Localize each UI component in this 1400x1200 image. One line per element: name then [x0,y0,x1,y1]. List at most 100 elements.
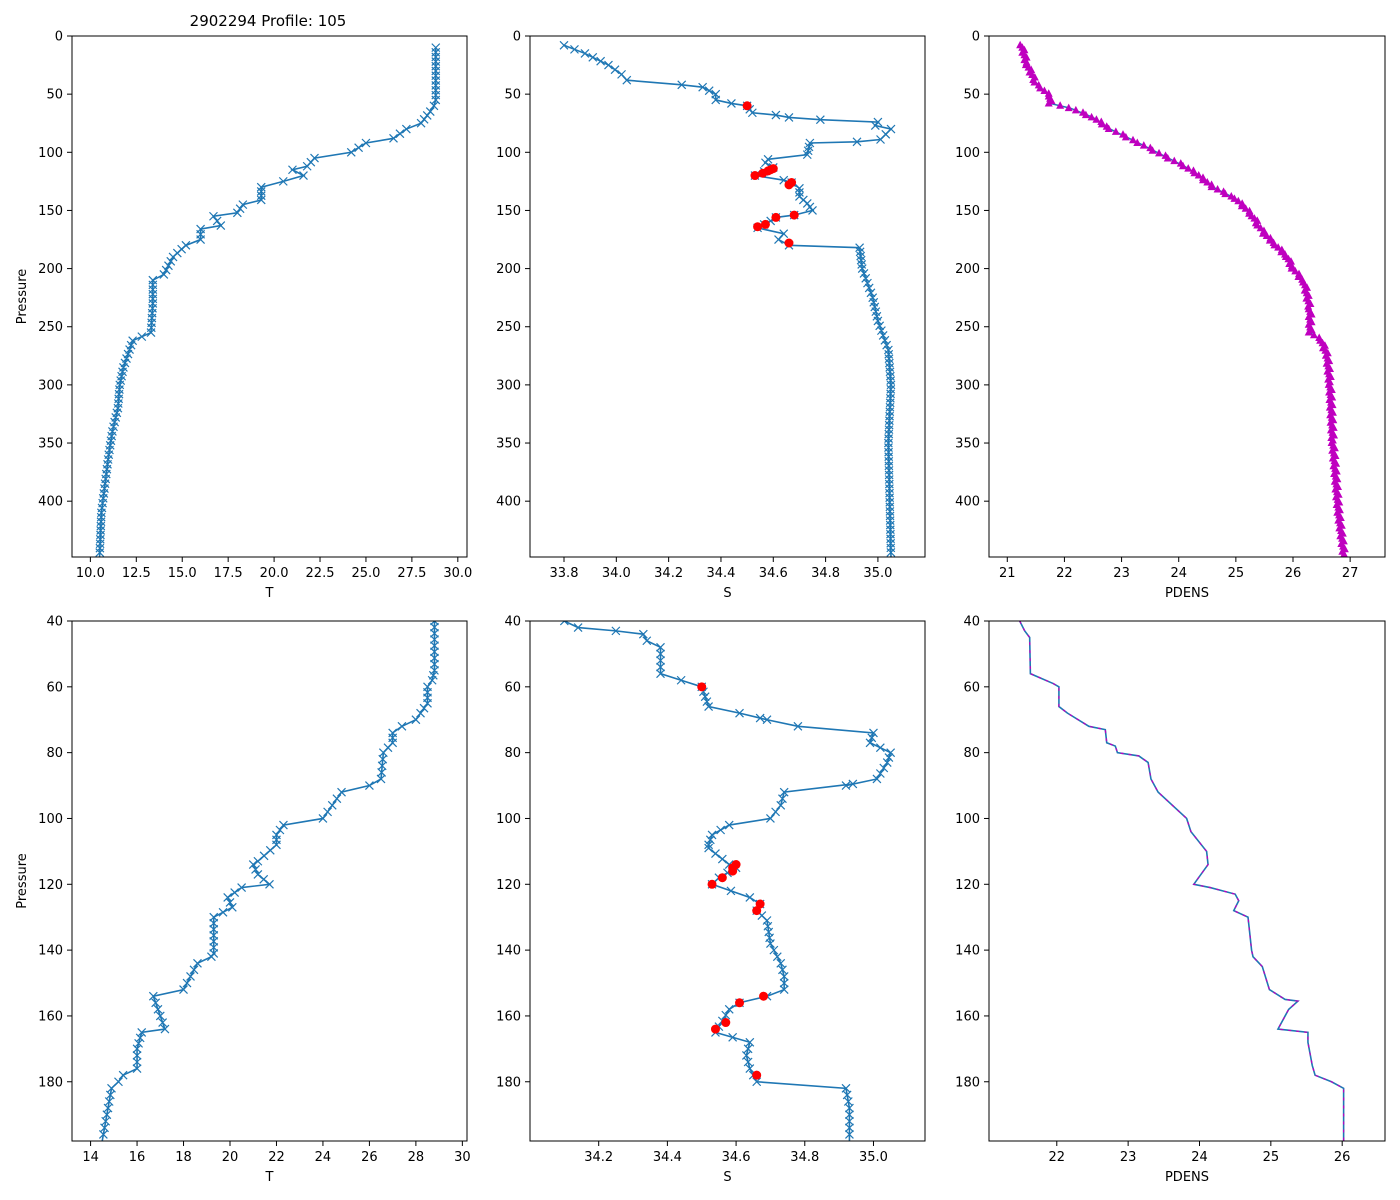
panel-pdens-full: 21 22 23 24 25 26 27 0 50 100 150 200 250 300 350 400 PD… [955,30,1386,601]
x-marker [778,794,787,804]
x-marker [745,1037,755,1047]
x-tick-label: 22 [1049,1150,1066,1165]
y-axis-label: Pressure [15,269,30,325]
x-marker [155,1011,165,1021]
x-marker [401,124,411,134]
x-marker [882,340,892,350]
pdens-marker [1056,101,1065,109]
x-marker [137,332,147,342]
x-tick-label: 14 [82,1150,99,1165]
x-marker [237,883,247,893]
flagged-point [759,991,769,1001]
x-marker [745,1064,755,1074]
x-marker [596,56,606,66]
x-marker [802,150,812,160]
x-marker [218,907,228,917]
x-marker [656,649,665,659]
y-tick-label: 250 [955,320,980,335]
x-marker [656,642,665,652]
y-tick-label: 400 [496,495,521,510]
x-marker [166,256,176,266]
x-marker [248,860,258,869]
x-tick-label: 33.8 [550,566,579,581]
x-axis-label: T [265,586,274,601]
x-tick-label: 24 [1191,1150,1208,1165]
x-axis-label: PDENS [1165,586,1209,601]
x-marker [151,998,161,1008]
y-tick-label: 50 [963,88,980,103]
x-tick-label: 34.8 [790,1150,819,1165]
x-marker [189,965,199,975]
y-tick-label: 100 [955,812,980,827]
x-tick-label: 16 [129,1150,146,1165]
y-tick-label: 200 [955,262,980,277]
x-marker [845,1116,854,1126]
x-marker [721,1010,731,1020]
x-marker [376,774,386,784]
x-marker [604,60,613,70]
x-marker [761,158,770,168]
x-tick-label: 22 [268,1150,285,1165]
x-axis-label: PDENS [1165,1170,1209,1185]
flagged-point [742,101,752,111]
x-marker [869,728,878,738]
y-tick-label: 200 [496,262,521,277]
x-marker [867,733,877,743]
pdens-marker [1121,132,1130,141]
pdens-marker [1241,204,1250,212]
x-tick-label: 34.6 [759,566,788,581]
x-tick-label: 25 [1228,566,1245,581]
x-tick-label: 18 [175,1150,192,1165]
pdens-marker [1030,78,1039,86]
x-marker [866,288,876,298]
plot-area [1016,40,1349,557]
x-marker [332,794,342,804]
x-marker [841,781,851,790]
x-marker [132,1064,142,1074]
x-marker [411,715,421,725]
y-tick-label: 400 [955,495,980,510]
x-marker [423,698,432,708]
x-marker [774,235,783,244]
x-marker [766,814,775,823]
x-tick-label: 22.5 [306,566,335,581]
flagged-point [697,682,707,692]
x-tick-label: 35.0 [859,1150,888,1165]
y-tick-label: 160 [955,1009,980,1024]
x-tick-label: 35.0 [863,566,892,581]
x-marker [743,1057,753,1067]
x-marker [677,80,687,90]
x-marker [327,800,337,810]
flagged-point [753,222,763,232]
x-marker [429,101,439,111]
y-tick-label: 150 [38,204,63,219]
x-marker [114,1077,123,1087]
y-tick-label: 120 [955,878,980,893]
y-tick-label: 150 [496,204,521,219]
y-tick-label: 160 [38,1009,63,1024]
x-marker [861,273,871,283]
x-marker [859,269,869,278]
x-marker [707,830,717,840]
y-tick-label: 100 [496,146,521,161]
x-marker [216,221,226,230]
y-tick-label: 350 [38,437,63,452]
x-marker [118,1070,128,1080]
x-marker [795,187,804,197]
pdens-marker [1170,156,1179,165]
flagged-point [784,238,794,248]
pdens-marker [1104,124,1113,133]
x-marker [779,787,789,797]
x-marker [364,781,374,790]
panel-temperature-full: 10.0 12.5 15.0 17.5 20.0 22.5 25.0 27.5 30.0 0 50 1… [15,30,472,602]
flagged-point [721,1018,731,1028]
y-tick-label: 250 [38,320,63,335]
x-marker [848,779,858,789]
x-marker [704,702,714,711]
plot-area [95,43,441,557]
x-axis-label: T [265,1170,274,1185]
x-axis-label: S [723,1170,731,1185]
x-marker [230,888,240,897]
x-tick-label: 26 [361,1150,378,1165]
y-tick-label: 140 [496,944,521,959]
